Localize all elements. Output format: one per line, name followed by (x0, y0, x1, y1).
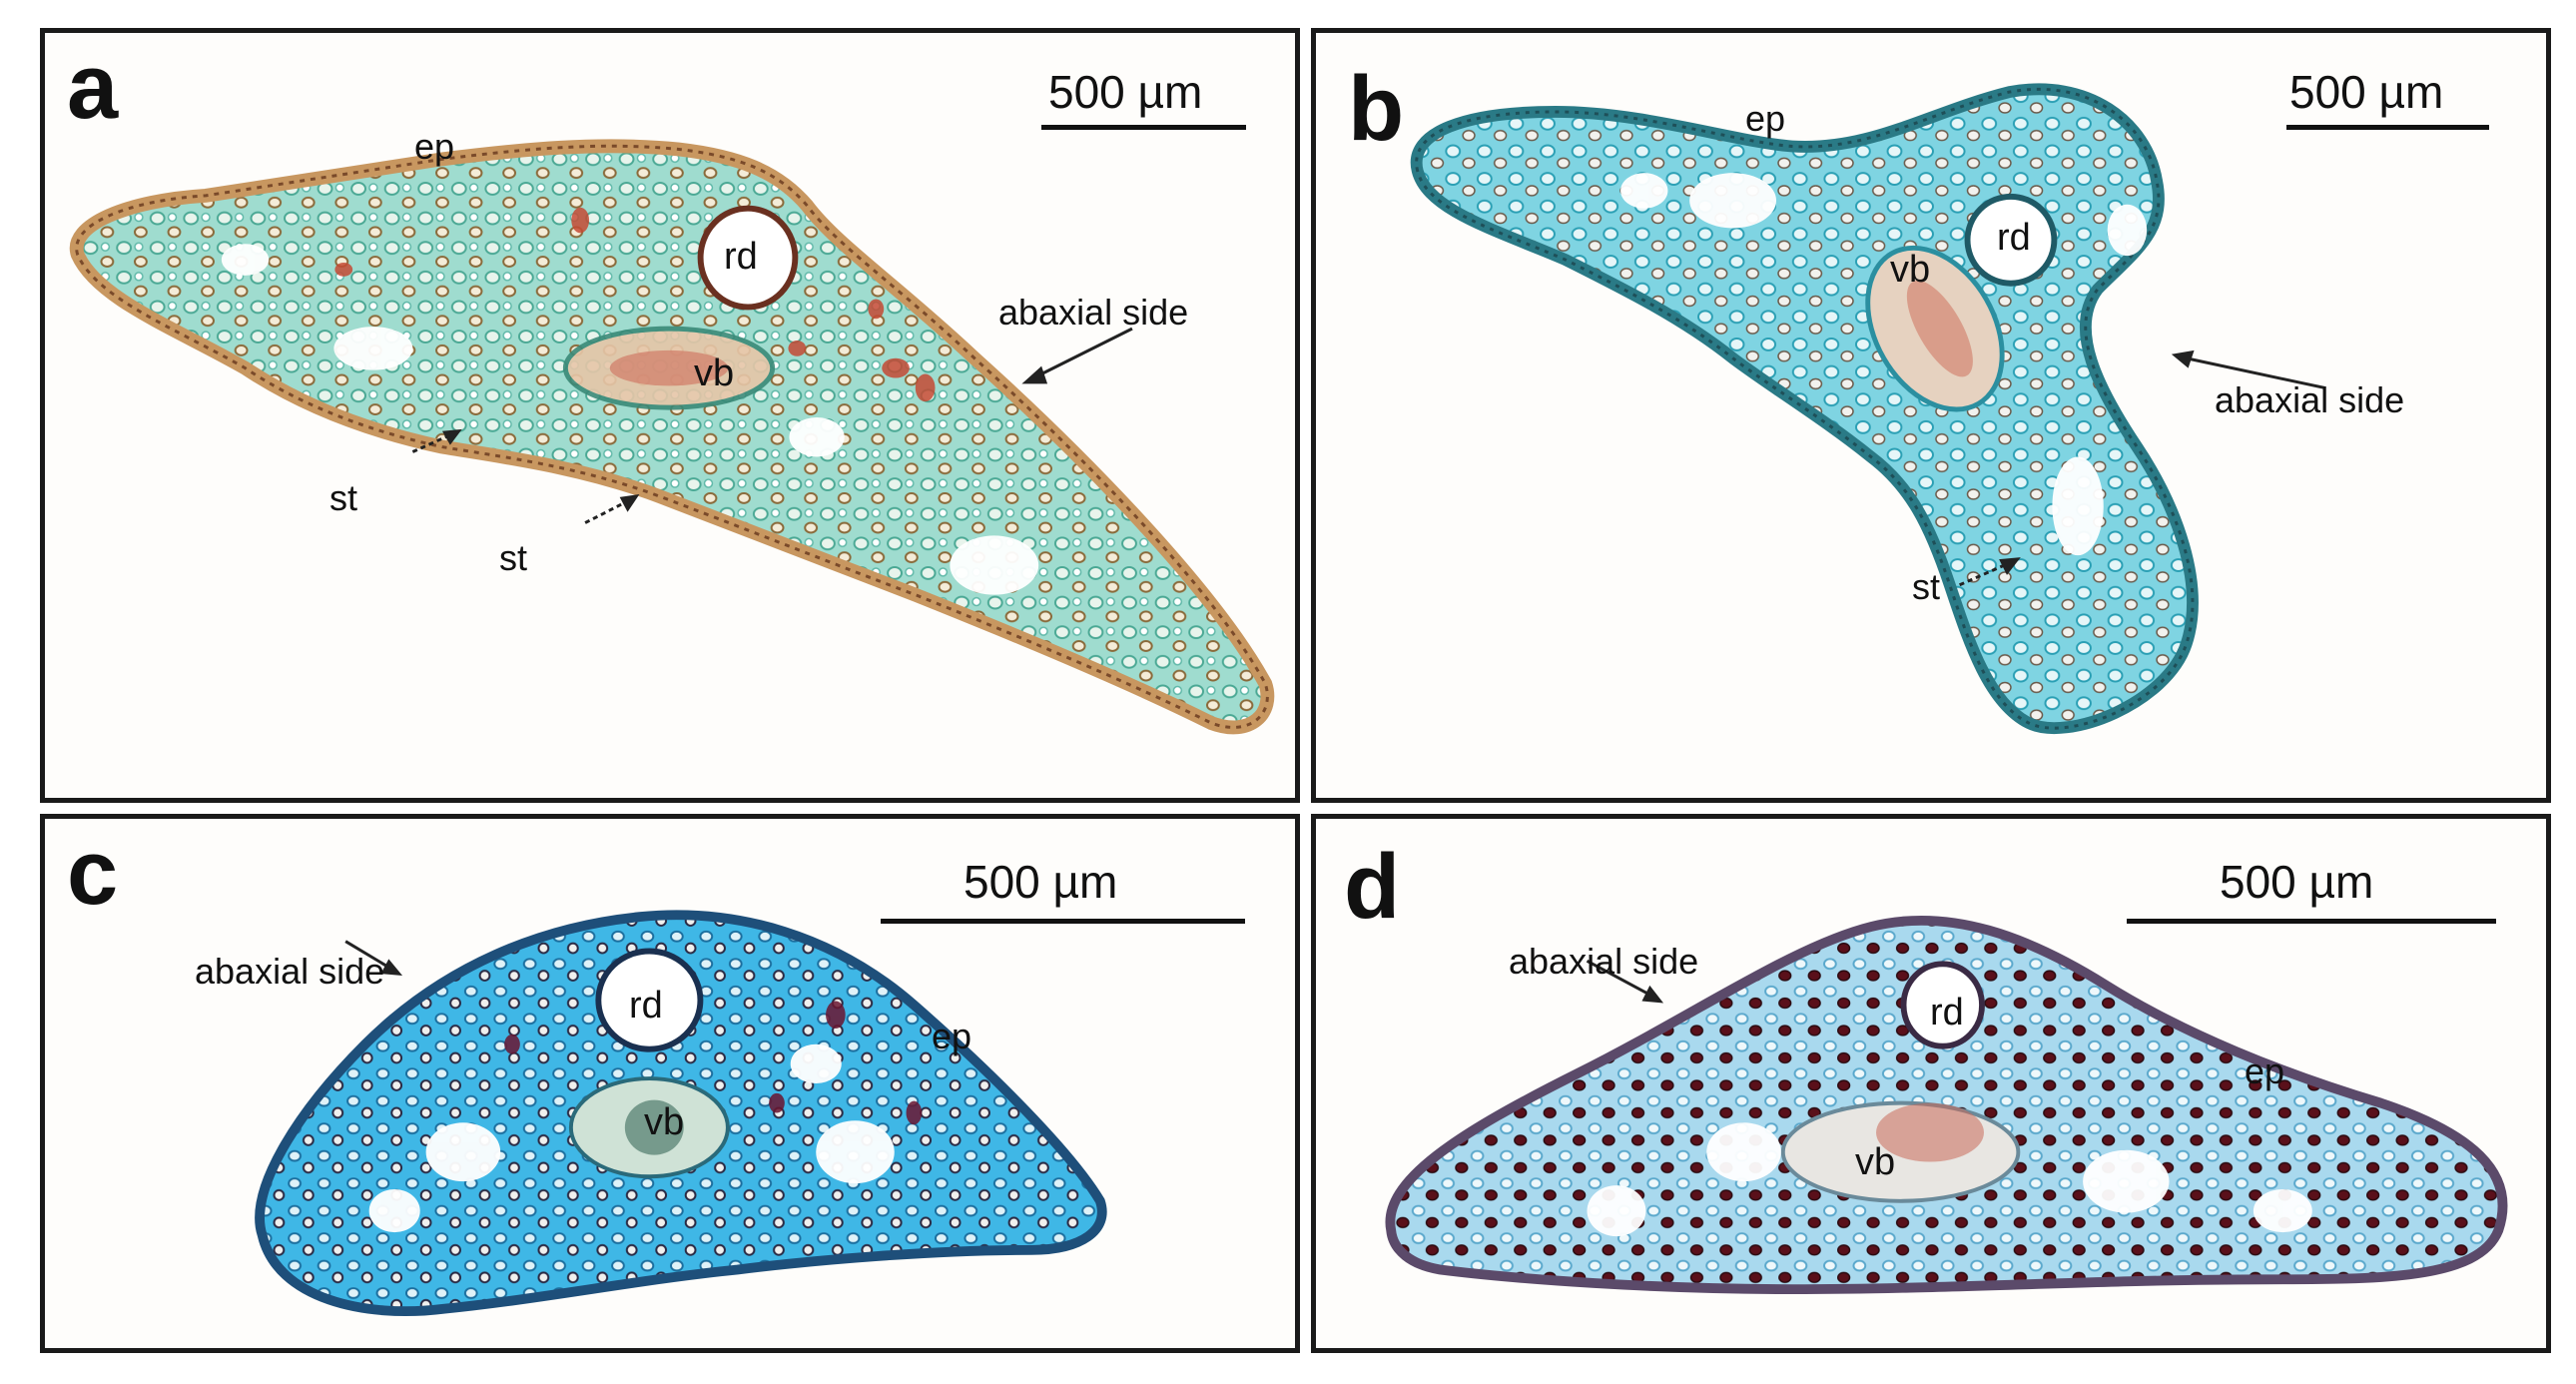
label-rd-c: rd (629, 985, 663, 1027)
label-abaxial-b: abaxial side (2215, 379, 2405, 420)
label-st-a-1: st (329, 477, 358, 518)
label-ep-b: ep (1745, 98, 1786, 139)
panel-a-micrograph (69, 139, 1275, 735)
label-vb-b: vb (1890, 249, 1931, 291)
panel-b-micrograph (1410, 83, 2325, 734)
scale-bar-b (2286, 125, 2489, 130)
resin-duct-b (1964, 193, 2058, 287)
label-abaxial-a: abaxial side (998, 292, 1189, 333)
scale-bar-d (2127, 919, 2496, 924)
label-vb-a: vb (694, 352, 735, 394)
label-ep-c: ep (932, 1016, 972, 1056)
panel-letter-a: a (67, 36, 119, 138)
panel-d: d 500 µm abaxial side rd ep vb (1311, 814, 2551, 1353)
label-st-b: st (1912, 566, 1941, 607)
label-vb-c: vb (644, 1101, 685, 1143)
panel-letter-b: b (1348, 58, 1405, 160)
leaf-section-b (1410, 83, 2199, 734)
label-st-a-2: st (499, 537, 528, 578)
resin-duct-c (595, 948, 704, 1052)
resin-duct-a (697, 205, 799, 311)
label-abaxial-c: abaxial side (195, 951, 385, 992)
label-rd-d: rd (1930, 992, 1964, 1034)
label-vb-d: vb (1855, 1141, 1896, 1183)
panel-d-micrograph (1385, 915, 2508, 1295)
label-abaxial-d: abaxial side (1509, 941, 1699, 982)
panel-c: c 500 µm abaxial side rd ep vb (40, 814, 1300, 1353)
scale-bar-label-c: 500 µm (964, 856, 1118, 908)
leaf-section-a (69, 139, 1275, 735)
panel-a: a 500 µm ep rd vb abaxial side st st (40, 28, 1300, 803)
label-rd-a: rd (724, 236, 758, 278)
scale-bar-label-d: 500 µm (2220, 856, 2374, 908)
panel-letter-d: d (1344, 836, 1401, 938)
scale-bar-label-a: 500 µm (1048, 66, 1203, 118)
label-ep-d: ep (2245, 1050, 2285, 1091)
resin-duct-d (1900, 961, 1985, 1049)
label-rd-b: rd (1997, 217, 2031, 259)
panel-letter-c: c (67, 822, 119, 924)
panel-c-micrograph (255, 910, 1107, 1316)
panel-b: b 500 µm ep rd vb abaxial side st (1311, 28, 2551, 803)
label-ep-a: ep (414, 126, 455, 167)
scale-bar-c (881, 919, 1245, 924)
scale-bar-a (1041, 125, 1246, 130)
scale-bar-label-b: 500 µm (2289, 66, 2444, 118)
